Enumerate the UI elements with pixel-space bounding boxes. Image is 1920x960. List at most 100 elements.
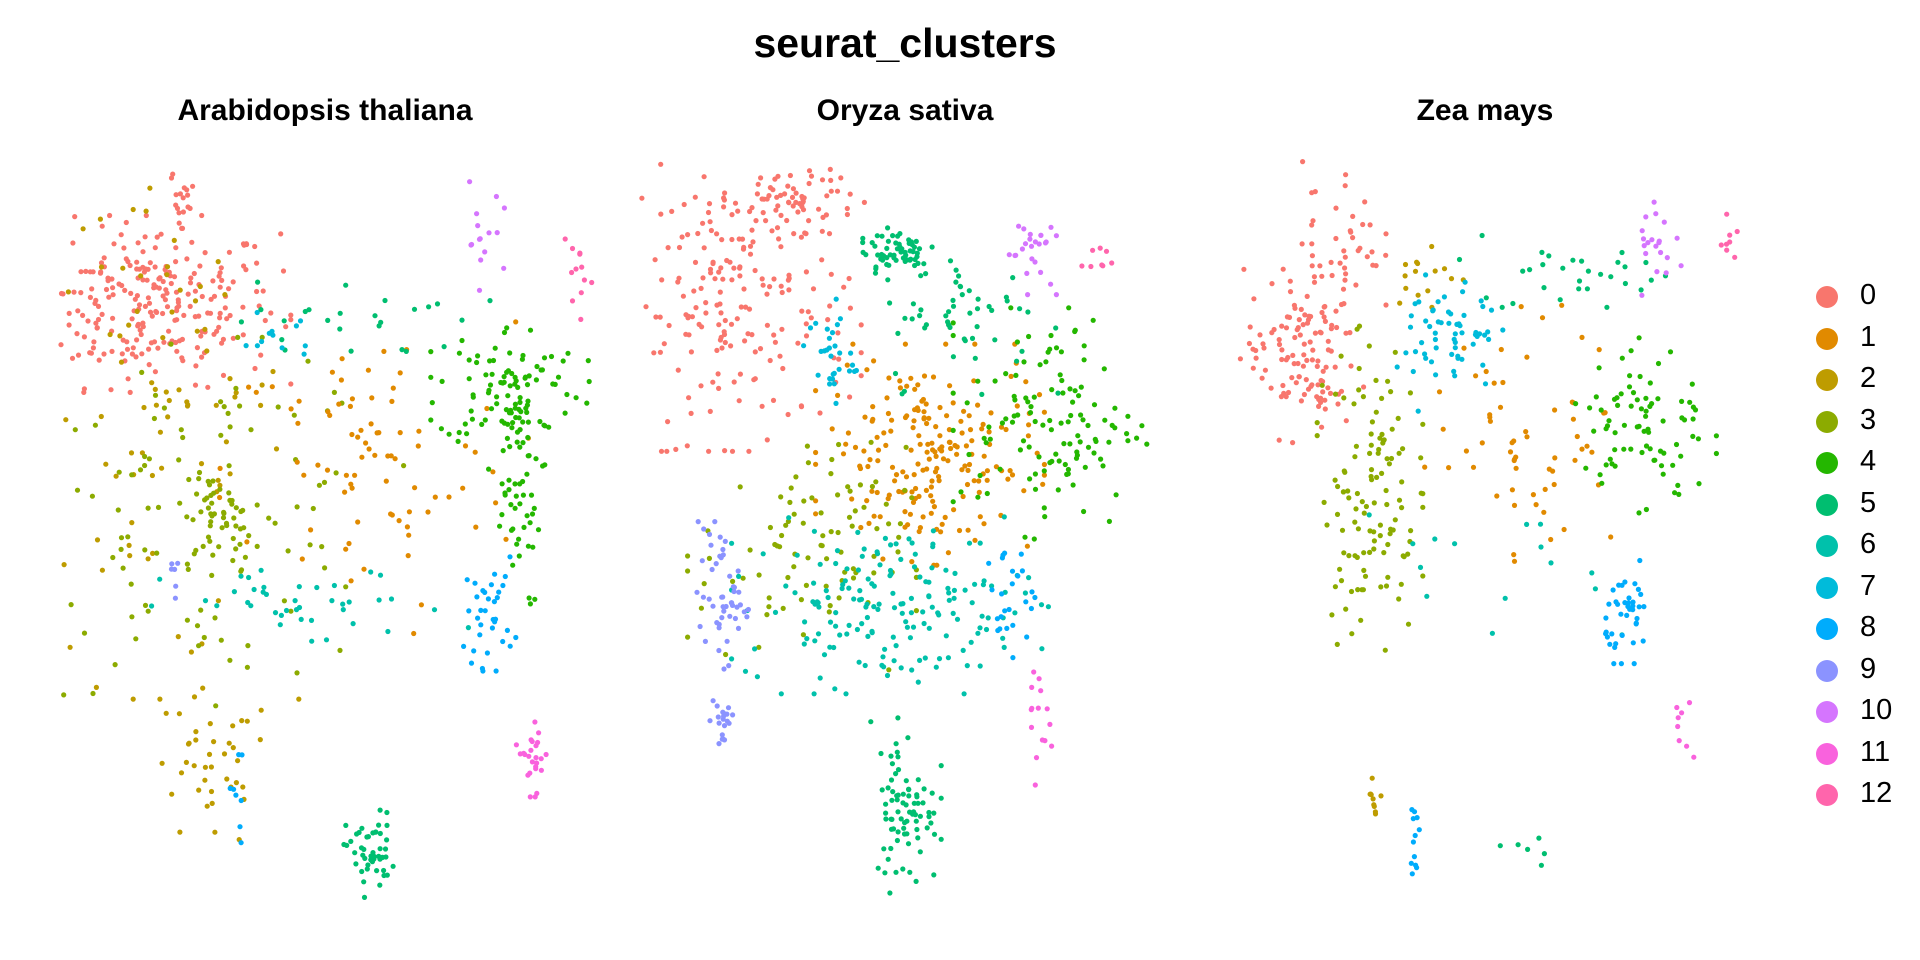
point-cluster-0 (722, 339, 728, 346)
point-cluster-4 (526, 453, 532, 459)
point-cluster-0 (1279, 356, 1285, 363)
point-cluster-2 (227, 471, 233, 477)
point-cluster-5 (325, 317, 331, 323)
point-cluster-5 (946, 309, 952, 315)
point-cluster-6 (742, 668, 749, 674)
point-cluster-1 (397, 430, 403, 436)
point-cluster-1 (858, 524, 864, 531)
point-cluster-4 (482, 417, 488, 423)
point-cluster-1 (513, 319, 519, 325)
point-cluster-4 (510, 562, 516, 568)
point-cluster-8 (1625, 600, 1631, 606)
point-cluster-2 (171, 237, 177, 243)
legend-label-11: 11 (1860, 735, 1891, 768)
point-cluster-4 (1043, 359, 1049, 365)
point-cluster-0 (1287, 278, 1293, 284)
point-cluster-1 (348, 481, 354, 487)
point-cluster-4 (489, 371, 495, 377)
point-cluster-0 (241, 263, 247, 269)
point-cluster-0 (803, 231, 809, 237)
point-cluster-4 (1062, 461, 1068, 468)
point-cluster-0 (72, 214, 78, 220)
point-cluster-5 (255, 279, 261, 285)
point-cluster-7 (1433, 345, 1439, 351)
point-cluster-5 (888, 753, 894, 759)
point-cluster-0 (1237, 356, 1243, 362)
point-cluster-0 (1293, 380, 1299, 386)
point-cluster-6 (975, 630, 981, 636)
point-cluster-5 (860, 235, 866, 241)
point-cluster-7 (836, 366, 842, 372)
point-cluster-0 (89, 286, 95, 292)
point-cluster-2 (196, 787, 202, 793)
point-cluster-2 (65, 289, 71, 295)
point-cluster-2 (259, 382, 265, 388)
point-cluster-0 (847, 394, 853, 400)
point-cluster-9 (741, 609, 747, 615)
point-cluster-10 (1036, 241, 1042, 247)
point-cluster-5 (434, 301, 441, 307)
point-cluster-3 (1362, 573, 1369, 579)
point-cluster-4 (958, 489, 964, 495)
point-cluster-9 (719, 732, 725, 738)
point-cluster-4 (964, 400, 970, 406)
point-cluster-7 (1412, 349, 1419, 355)
point-cluster-3 (706, 555, 713, 562)
point-cluster-5 (885, 238, 892, 244)
point-cluster-6 (854, 626, 861, 633)
point-cluster-4 (509, 420, 516, 426)
point-cluster-10 (1661, 219, 1667, 225)
point-cluster-5 (1515, 842, 1521, 848)
point-cluster-7 (1423, 355, 1429, 361)
point-cluster-5 (1025, 309, 1031, 315)
point-cluster-3 (883, 501, 889, 507)
point-cluster-7 (269, 328, 275, 334)
point-cluster-4 (508, 502, 514, 508)
point-cluster-3 (1360, 394, 1366, 400)
point-cluster-1 (925, 441, 931, 447)
point-cluster-5 (258, 307, 264, 313)
legend-label-2: 2 (1860, 362, 1877, 394)
point-cluster-1 (959, 430, 965, 436)
point-cluster-0 (778, 192, 784, 198)
point-cluster-4 (1066, 305, 1072, 311)
point-cluster-10 (1024, 270, 1030, 276)
point-cluster-0 (1276, 437, 1282, 443)
point-cluster-11 (1691, 754, 1697, 760)
point-cluster-3 (142, 462, 148, 469)
point-cluster-1 (913, 485, 919, 492)
point-cluster-5 (901, 831, 908, 837)
point-cluster-8 (233, 792, 239, 798)
point-cluster-3 (1376, 446, 1382, 453)
point-cluster-4 (428, 417, 434, 423)
point-cluster-0 (1383, 252, 1389, 258)
point-cluster-0 (224, 316, 230, 322)
point-cluster-5 (883, 801, 889, 807)
point-cluster-0 (752, 376, 758, 382)
point-cluster-5 (341, 841, 347, 848)
point-cluster-1 (472, 449, 478, 455)
point-cluster-1 (1511, 552, 1517, 558)
point-cluster-3 (146, 456, 152, 462)
point-cluster-0 (773, 207, 779, 213)
point-cluster-5 (875, 865, 881, 871)
point-cluster-5 (426, 304, 432, 310)
point-cluster-1 (965, 467, 971, 473)
point-cluster-7 (826, 335, 833, 341)
point-cluster-1 (904, 383, 910, 389)
panel-title-arabidopsis: Arabidopsis thaliana (177, 94, 473, 127)
point-cluster-7 (1438, 320, 1444, 326)
point-cluster-7 (1441, 294, 1447, 300)
point-cluster-0 (1259, 375, 1265, 381)
point-cluster-4 (1670, 462, 1676, 468)
point-cluster-3 (343, 584, 349, 590)
point-cluster-0 (219, 277, 225, 283)
point-cluster-4 (525, 434, 531, 441)
point-cluster-3 (226, 463, 232, 469)
point-cluster-2 (215, 477, 221, 483)
point-cluster-4 (464, 431, 470, 437)
point-cluster-1 (889, 417, 895, 423)
point-cluster-7 (831, 370, 837, 376)
point-cluster-0 (1300, 322, 1306, 328)
point-cluster-9 (721, 608, 727, 614)
